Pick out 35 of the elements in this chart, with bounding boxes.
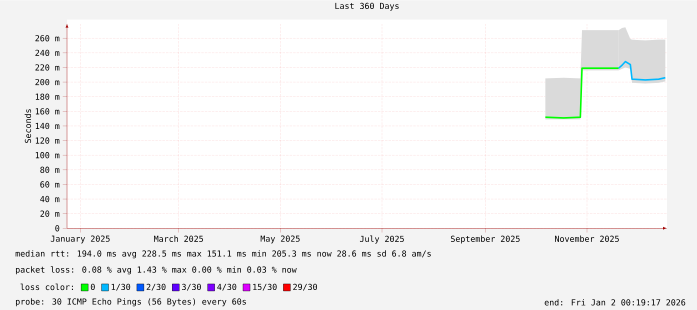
y-axis-title: Seconds <box>24 109 32 143</box>
line-series <box>618 60 666 81</box>
y-tick-label: 220 m <box>35 64 60 70</box>
x-tick-label: January 2025 <box>50 235 110 244</box>
text: end: Fri Jan 2 00:19:17 2026 <box>544 298 686 306</box>
y-tick-label: 240 m <box>35 50 60 56</box>
text: probe: 30 ICMP Echo Pings (56 Bytes) every 60s <box>16 298 246 306</box>
x-tick-label: July 2025 <box>360 235 404 244</box>
legend-label: 29/30 <box>293 284 318 291</box>
y-tick-label: 0 <box>55 225 60 232</box>
x-tick-label: November 2025 <box>555 235 619 242</box>
y-tick-label: 260 m <box>35 34 60 42</box>
y-tick-label: 20 m <box>40 210 60 217</box>
y-tick-label: 60 m <box>40 181 60 188</box>
y-tick-label: 80 m <box>40 166 60 173</box>
y-tick-label: 120 m <box>36 137 60 144</box>
chart-title: Last 360 Days <box>335 2 399 11</box>
y-tick-label: 160 m <box>36 108 60 114</box>
legend-label: 3/30 <box>182 284 201 291</box>
x-tick-label: May 2025 <box>260 235 300 244</box>
y-tick-label: 40 m <box>40 196 60 202</box>
legend-label: 4/30 <box>217 284 236 291</box>
y-tick-label: 100 m <box>36 152 60 158</box>
x-tick-label: March 2025 <box>154 235 203 242</box>
y-tick-label: 180 m <box>36 93 60 100</box>
text: median rtt: 194.0 ms avg 228.5 ms max 151.1 ms min 205.3 ms now 28.6 ms sd 6.8 am/s <box>16 250 431 258</box>
legend-label: 2/30 <box>146 284 166 291</box>
y-tick-label: 200 m <box>35 78 60 86</box>
text: packet loss: 0.08 % avg 1.43 % max 0.00 % min 0.03 % now <box>16 266 297 274</box>
legend-label: 0 <box>90 284 95 290</box>
y-tick-label: 140 m <box>36 122 60 129</box>
x-tick-label: September 2025 <box>450 235 520 244</box>
legend-title: loss color: <box>20 284 73 290</box>
legend-label: 1/30 <box>112 284 130 291</box>
legend-label: 15/30 <box>253 284 277 291</box>
